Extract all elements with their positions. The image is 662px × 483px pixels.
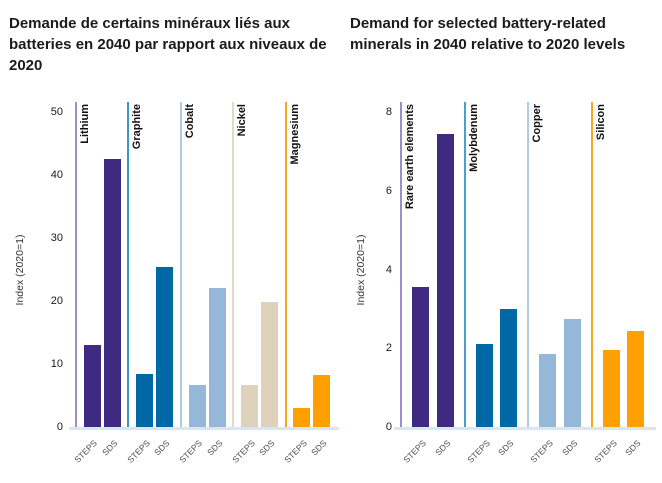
chart-panel-french: Demande de certains minéraux liés aux ba… (9, 10, 339, 480)
category-label: Nickel (236, 104, 249, 137)
category-group-cobalt: Cobalt STEPS SDS (177, 102, 232, 480)
y-tick-label: 0 (56, 421, 63, 433)
x-tick-label: STEPS (72, 438, 100, 465)
x-tick-label: SDS (496, 438, 516, 458)
x-axis-baseline (394, 427, 656, 430)
category-label: Magnesium (288, 104, 301, 165)
bar-magnesium-sds (313, 374, 331, 427)
category-group-magnesium: Magnesium STEPS SDS (282, 102, 337, 480)
bar-rare-earth-elements-steps (412, 287, 430, 427)
bar-molybdenum-steps (475, 344, 493, 427)
y-tick-label: 4 (385, 263, 392, 276)
category-separator-line (179, 102, 182, 427)
category-separator-line (590, 102, 593, 427)
x-tick-label: SDS (99, 438, 120, 458)
y-tick-label: 20 (50, 295, 63, 307)
y-tick-label: 6 (385, 184, 392, 197)
category-label: Graphite (131, 104, 144, 150)
y-tick-label: 10 (50, 358, 63, 370)
bar-lithium-sds (103, 159, 121, 427)
y-tick-label: 2 (385, 342, 392, 355)
category-group-graphite: Graphite STEPS SDS (124, 102, 179, 480)
category-group-lithium: Lithium STEPS SDS (72, 102, 127, 480)
x-tick-label: STEPS (528, 438, 556, 465)
plot-area: Lithium STEPS SDS Graphite STEPS SDS Cobalt STE… (69, 102, 339, 480)
chart-title-english: Demand for selected battery-related mine… (350, 15, 626, 53)
category-separator-line (75, 102, 77, 427)
x-tick-label: STEPS (591, 438, 619, 465)
bar-cobalt-steps (188, 384, 206, 427)
y-tick-label: 40 (50, 169, 63, 181)
y-axis-english: 0 2 4 6 8 Index (2020=1) (350, 102, 400, 480)
category-label: Lithium (79, 104, 91, 144)
bar-lithium-steps (83, 345, 101, 427)
category-label: Rare earth elements (404, 104, 416, 210)
x-tick-label: SDS (309, 438, 329, 458)
x-axis-baseline (69, 427, 339, 430)
plot-area: Rare earth elements STEPS SDS Molybdenum STE… (394, 102, 656, 480)
x-tick-label: SDS (623, 438, 643, 458)
bar-copper-sds (563, 318, 581, 427)
bar-nickel-sds (260, 301, 278, 427)
bar-silicon-steps (602, 350, 620, 427)
x-tick-label: STEPS (177, 438, 205, 465)
category-group-molybdenum: Molybdenum STEPS SDS (463, 102, 528, 480)
category-label: Molybdenum (467, 104, 480, 172)
category-label: Cobalt (183, 104, 196, 139)
x-tick-label: STEPS (124, 438, 152, 465)
y-axis-french: 0 10 20 30 40 50 Index (2020=1) (9, 102, 75, 480)
category-group-nickel: Nickel STEPS SDS (229, 102, 284, 480)
y-tick-label: 30 (50, 232, 63, 244)
bar-cobalt-sds (208, 288, 226, 427)
chart-french: 0 10 20 30 40 50 Index (2020=1) Lithium STEPS SD… (9, 102, 339, 480)
x-tick-label: SDS (559, 438, 580, 458)
bar-copper-steps (539, 354, 557, 427)
category-group-copper: Copper STEPS SDS (527, 102, 591, 480)
category-separator-line (527, 102, 529, 427)
y-axis-title: Index (2020=1) (14, 234, 26, 305)
category-separator-line (284, 102, 287, 427)
chart-title-french: Demande de certains minéraux liés aux ba… (9, 15, 327, 74)
x-tick-label: STEPS (229, 438, 257, 465)
chart-panel-english: Demand for selected battery-related mine… (350, 10, 656, 480)
x-tick-label: STEPS (401, 438, 429, 465)
bar-graphite-steps (136, 374, 154, 427)
category-separator-line (463, 102, 466, 427)
category-separator-line (127, 102, 130, 427)
category-label: Copper (531, 104, 543, 143)
bar-graphite-sds (156, 266, 174, 427)
category-separator-line (232, 102, 235, 427)
y-axis-title: Index (2020=1) (355, 234, 367, 305)
category-separator-line (400, 102, 402, 427)
y-tick-label: 50 (50, 106, 63, 118)
category-group-silicon: Silicon STEPS SDS (590, 102, 655, 480)
x-tick-label: SDS (204, 438, 225, 458)
bar-silicon-sds (627, 330, 645, 427)
bar-molybdenum-sds (500, 308, 518, 427)
x-tick-label: STEPS (464, 438, 492, 465)
category-group-rare-earth-elements: Rare earth elements STEPS SDS (400, 102, 464, 480)
bar-nickel-steps (241, 384, 258, 427)
x-tick-label: SDS (257, 438, 277, 458)
x-tick-label: SDS (432, 438, 453, 458)
y-tick-label: 8 (385, 106, 392, 118)
x-tick-label: SDS (152, 438, 172, 458)
x-tick-label: STEPS (282, 438, 309, 465)
bar-magnesium-steps (293, 408, 311, 427)
chart-english: 0 2 4 6 8 Index (2020=1) Rare earth elements S… (350, 102, 656, 480)
category-label: Silicon (594, 104, 607, 141)
bar-rare-earth-elements-sds (436, 133, 454, 427)
y-tick-label: 0 (385, 421, 392, 433)
